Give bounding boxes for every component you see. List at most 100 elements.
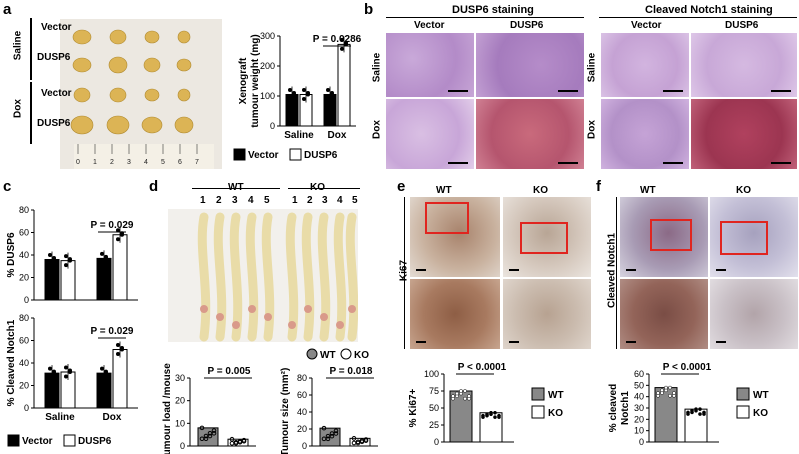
tumour-nodule — [216, 313, 224, 321]
y-axis-label: % Cleaved Notch1 — [6, 319, 17, 406]
y-tick-label: 10 — [175, 418, 185, 428]
legend-label: Vector — [248, 150, 279, 161]
legend-label: DUSP6 — [304, 150, 338, 161]
scale-bar — [448, 90, 468, 92]
scale-bar — [626, 269, 636, 271]
col-label-wt-f: WT — [640, 185, 656, 196]
data-point — [48, 375, 52, 380]
y-tick-label: 80 — [19, 313, 29, 323]
y-tick-label: 100 — [260, 91, 275, 101]
group-label-dox-a: Dox — [12, 99, 24, 118]
data-point — [340, 37, 344, 42]
data-point — [668, 385, 672, 390]
scale-bar — [626, 341, 636, 343]
data-point — [467, 394, 471, 398]
y-tick-label: 20 — [175, 396, 185, 406]
ko-rule — [288, 188, 360, 189]
chart-d-bars: 0 10 20 30 P = 0.005 Tumour load /mouse 0 20 40 6… — [162, 348, 378, 454]
data-point — [302, 97, 306, 101]
row-label-dusp6-2: DUSP6 — [37, 118, 71, 129]
y-axis-label-line: % Cleaved Notch1 — [6, 319, 17, 406]
y-axis-label-line: % cleaved — [608, 384, 619, 432]
data-point — [664, 385, 668, 390]
tumour-nodule — [232, 321, 240, 329]
data-point — [333, 431, 339, 436]
y-tick-label: 40 — [19, 358, 29, 368]
data-point — [340, 46, 344, 51]
xenograft-tumour-photo: 0 1 2 3 4 5 6 7 — [60, 19, 222, 169]
y-tick-label: 0 — [434, 437, 439, 447]
histology-dusp6-vector-dox — [386, 99, 474, 169]
data-point — [333, 428, 339, 434]
tumour-grid-illustration: 0 1 2 3 4 5 6 7 — [70, 29, 214, 169]
mouse-number: 1 — [200, 195, 206, 206]
y-tick-label: 40 — [19, 250, 29, 260]
data-point — [325, 436, 331, 442]
ihc-ki67-ko-high — [503, 279, 591, 349]
scale-bar — [558, 162, 578, 164]
scale-bar — [416, 269, 426, 271]
data-point — [203, 436, 209, 442]
zoom-region-box — [650, 219, 692, 251]
legend-swatch-ko — [340, 348, 352, 360]
row-label-saline-b2: Saline — [586, 52, 598, 83]
data-point — [100, 251, 104, 256]
row-label-dox-b2: Dox — [586, 120, 598, 139]
y-axis-label: Tumour size (mm²) — [280, 368, 291, 454]
data-point — [481, 413, 485, 418]
data-point — [64, 254, 68, 259]
data-point — [326, 97, 330, 101]
data-point — [493, 415, 497, 419]
data-point — [355, 440, 361, 446]
histology-notch1-dusp6-dox — [691, 99, 797, 169]
y-tick-label: 20 — [19, 381, 29, 391]
histology-notch1-dusp6-saline — [691, 33, 797, 97]
histology-dusp6-dusp6-saline — [476, 33, 584, 97]
scale-bar — [416, 341, 426, 343]
row-label-vector-2: Vector — [41, 88, 72, 99]
legend-swatch-wt — [306, 348, 318, 360]
p-value-label: P = 0.029 — [91, 326, 134, 337]
data-point — [463, 389, 467, 393]
data-point — [292, 91, 296, 95]
data-point — [359, 439, 365, 445]
data-point — [120, 346, 124, 350]
e-row-rule — [404, 197, 405, 349]
intestine-strip — [229, 212, 243, 342]
mouse-number: 2 — [307, 195, 313, 206]
tumour-nodule — [304, 305, 312, 313]
panel-label-e: e — [397, 178, 406, 195]
data-point — [116, 352, 120, 356]
tumour-nodule — [288, 321, 296, 329]
p-value-label: P = 0.029 — [91, 220, 134, 231]
data-point — [104, 369, 108, 374]
p-value-label: P = 0.018 — [330, 366, 373, 377]
data-point — [686, 410, 690, 415]
intestine-strip — [245, 212, 259, 342]
y-tick-label: 0 — [180, 441, 185, 451]
legend-label: Vector — [22, 436, 53, 447]
mouse-number: 5 — [264, 195, 270, 206]
y-tick-label: 75 — [429, 386, 439, 396]
legend-label: KO — [354, 350, 369, 361]
panel-label-f: f — [596, 178, 601, 195]
data-point — [455, 391, 459, 396]
data-point — [241, 438, 247, 444]
ruler-number: 7 — [195, 159, 199, 166]
data-point — [690, 408, 694, 413]
legend-label: WT — [548, 390, 564, 401]
p-value-label: P = 0.0286 — [313, 34, 362, 45]
y-tick-label: 0 — [24, 403, 29, 413]
data-point — [229, 436, 235, 442]
tumour-nodule — [320, 313, 328, 321]
y-tick-label: 50 — [429, 403, 439, 413]
mouse-number: 1 — [292, 195, 298, 206]
ruler-number: 1 — [93, 159, 97, 166]
tumour-nodule — [336, 321, 344, 329]
y-tick-label: 80 — [297, 373, 307, 383]
y-tick-label: 25 — [429, 420, 439, 430]
data-point — [211, 428, 217, 433]
x-tick-label: Dox — [103, 412, 122, 423]
data-point — [351, 436, 357, 441]
data-point — [100, 366, 104, 371]
